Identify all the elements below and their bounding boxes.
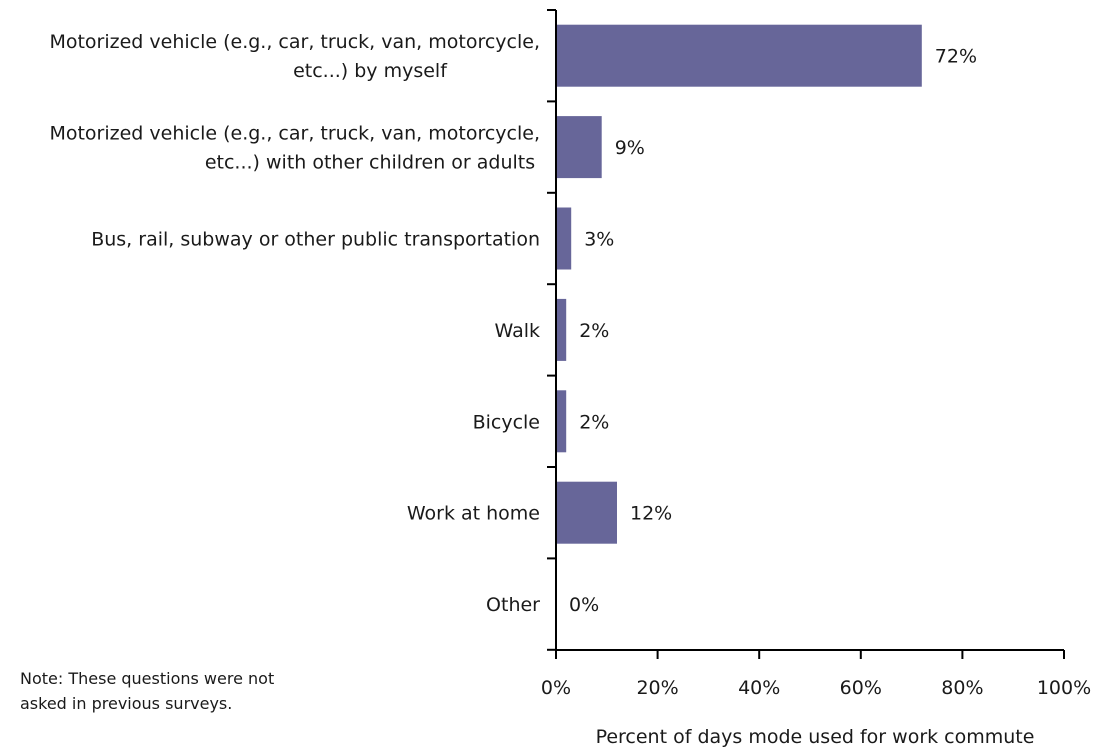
value-label-0: 72% — [935, 46, 977, 68]
bar-5 — [556, 481, 617, 544]
note-text: Note: These questions were not asked in … — [20, 666, 340, 716]
category-label-5: Work at home — [407, 503, 540, 525]
category-label-2: Bus, rail, subway or other public transp… — [91, 229, 540, 251]
bar-2 — [556, 207, 572, 270]
note-line-2: asked in previous surveys. — [20, 694, 233, 713]
bar-3 — [556, 298, 567, 361]
axes-group: 0% 20% 40% 60% 80% 100% — [541, 9, 1091, 699]
value-label-2: 3% — [584, 229, 614, 251]
value-label-3: 2% — [579, 320, 609, 342]
x-tick-label-1: 20% — [636, 677, 678, 699]
value-label-1: 9% — [615, 137, 645, 159]
category-label-1: Motorized vehicle (e.g., car, truck, van… — [49, 123, 540, 174]
value-label-5: 12% — [630, 503, 672, 525]
x-tick-label-5: 100% — [1037, 677, 1091, 699]
note-line-1: Note: These questions were not — [20, 669, 275, 688]
bars-group — [556, 24, 922, 544]
x-axis-title: Percent of days mode used for work commu… — [596, 726, 1035, 748]
bar-4 — [556, 390, 567, 453]
value-label-6: 0% — [569, 594, 599, 616]
x-tick-label-0: 0% — [541, 677, 571, 699]
category-label-4: Bicycle — [473, 411, 540, 433]
x-tick-label-2: 40% — [738, 677, 780, 699]
value-label-4: 2% — [579, 411, 609, 433]
bar-0 — [556, 24, 922, 87]
category-label-6: Other — [486, 594, 540, 616]
x-tick-label-4: 80% — [941, 677, 983, 699]
category-label-0: Motorized vehicle (e.g., car, truck, van… — [49, 31, 540, 82]
value-labels: 72% 9% 3% 2% 2% 12% 0% — [569, 46, 977, 616]
bar-1 — [556, 116, 602, 179]
category-labels: Motorized vehicle (e.g., car, truck, van… — [49, 31, 540, 616]
category-label-3: Walk — [495, 320, 541, 342]
x-tick-label-3: 60% — [840, 677, 882, 699]
